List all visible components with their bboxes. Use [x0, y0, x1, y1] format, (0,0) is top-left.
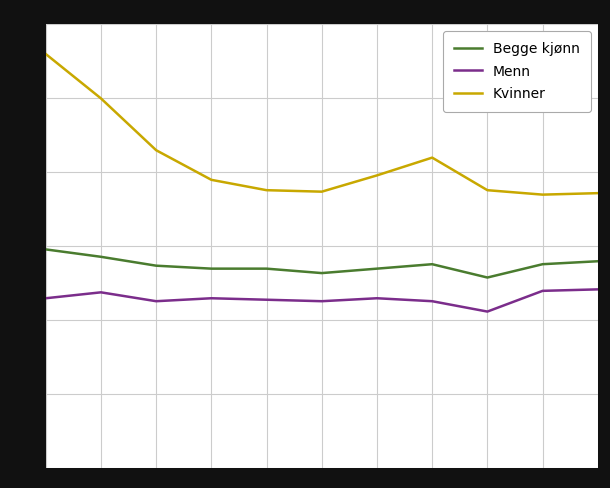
- Menn: [594, 286, 601, 292]
- Kvinner: [208, 177, 215, 183]
- Begge kjønn: [152, 263, 160, 268]
- Kvinner: [373, 172, 381, 178]
- Kvinner: [42, 51, 49, 57]
- Begge kjønn: [484, 275, 491, 281]
- Menn: [152, 298, 160, 304]
- Menn: [539, 288, 547, 294]
- Kvinner: [98, 96, 105, 102]
- Line: Begge kjønn: Begge kjønn: [46, 249, 598, 278]
- Kvinner: [152, 147, 160, 153]
- Begge kjønn: [42, 246, 49, 252]
- Menn: [98, 289, 105, 295]
- Menn: [373, 295, 381, 301]
- Menn: [484, 308, 491, 314]
- Legend: Begge kjønn, Menn, Kvinner: Begge kjønn, Menn, Kvinner: [443, 31, 591, 112]
- Kvinner: [539, 192, 547, 198]
- Begge kjønn: [594, 258, 601, 264]
- Kvinner: [263, 187, 270, 193]
- Line: Kvinner: Kvinner: [46, 54, 598, 195]
- Menn: [42, 295, 49, 301]
- Menn: [428, 298, 436, 304]
- Menn: [208, 295, 215, 301]
- Kvinner: [594, 190, 601, 196]
- Line: Menn: Menn: [46, 289, 598, 311]
- Begge kjønn: [208, 265, 215, 271]
- Begge kjønn: [539, 261, 547, 267]
- Kvinner: [318, 189, 326, 195]
- Begge kjønn: [373, 265, 381, 271]
- Menn: [318, 298, 326, 304]
- Begge kjønn: [263, 265, 270, 271]
- Begge kjønn: [318, 270, 326, 276]
- Kvinner: [428, 155, 436, 161]
- Begge kjønn: [98, 254, 105, 260]
- Menn: [263, 297, 270, 303]
- Begge kjønn: [428, 261, 436, 267]
- Kvinner: [484, 187, 491, 193]
